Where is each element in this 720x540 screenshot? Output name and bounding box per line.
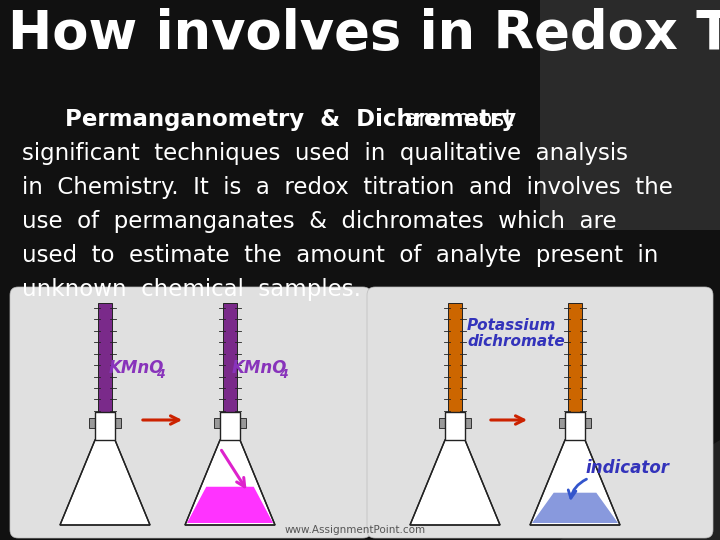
Bar	[448, 421, 462, 425]
Polygon shape	[410, 440, 500, 525]
Text: indicator: indicator	[585, 459, 669, 477]
Polygon shape	[185, 440, 275, 525]
FancyBboxPatch shape	[540, 0, 720, 230]
Bar	[448, 303, 462, 423]
Bar	[568, 421, 582, 425]
FancyBboxPatch shape	[10, 287, 371, 538]
Bar	[565, 412, 585, 440]
Text: use  of  permanganates  &  dichromates  which  are: use of permanganates & dichromates which…	[22, 210, 616, 233]
Bar	[214, 418, 246, 428]
Text: 4: 4	[279, 368, 288, 381]
Text: significant  techniques  used  in  qualitative  analysis: significant techniques used in qualitati…	[22, 142, 628, 165]
Bar	[445, 412, 465, 440]
Polygon shape	[60, 440, 150, 525]
Text: KMnO: KMnO	[109, 359, 164, 377]
Text: are  most: are most	[397, 108, 513, 131]
Bar	[98, 421, 112, 425]
Bar	[568, 303, 582, 423]
Polygon shape	[452, 428, 457, 445]
Bar	[559, 418, 591, 428]
Bar	[89, 418, 121, 428]
Text: in  Chemistry.  It  is  a  redox  titration  and  involves  the: in Chemistry. It is a redox titration an…	[22, 176, 673, 199]
Polygon shape	[560, 440, 720, 540]
Polygon shape	[530, 440, 620, 525]
Polygon shape	[187, 487, 273, 523]
Bar	[95, 412, 115, 440]
Bar	[439, 418, 471, 428]
Bar	[223, 303, 237, 423]
Polygon shape	[228, 428, 233, 445]
Text: KMnO: KMnO	[232, 359, 287, 377]
Text: www.AssignmentPoint.com: www.AssignmentPoint.com	[284, 525, 426, 535]
Bar	[223, 421, 237, 425]
Text: unknown  chemical  samples.: unknown chemical samples.	[22, 278, 361, 301]
Text: Potassium: Potassium	[467, 318, 557, 333]
Text: dichromate: dichromate	[467, 334, 564, 349]
Bar	[98, 303, 112, 423]
Bar	[220, 412, 240, 440]
Text: How involves in Redox Titration?: How involves in Redox Titration?	[8, 8, 720, 60]
FancyBboxPatch shape	[367, 287, 713, 538]
Text: used  to  estimate  the  amount  of  analyte  present  in: used to estimate the amount of analyte p…	[22, 244, 658, 267]
Polygon shape	[532, 492, 618, 523]
Polygon shape	[102, 428, 107, 445]
Text: Permanganometry  &  Dichrometry: Permanganometry & Dichrometry	[65, 108, 516, 131]
Polygon shape	[572, 428, 577, 445]
Text: 4: 4	[156, 368, 165, 381]
